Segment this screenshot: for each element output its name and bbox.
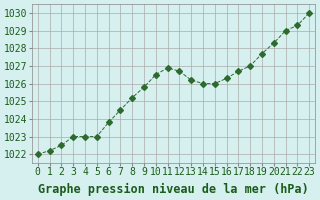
- X-axis label: Graphe pression niveau de la mer (hPa): Graphe pression niveau de la mer (hPa): [38, 183, 309, 196]
